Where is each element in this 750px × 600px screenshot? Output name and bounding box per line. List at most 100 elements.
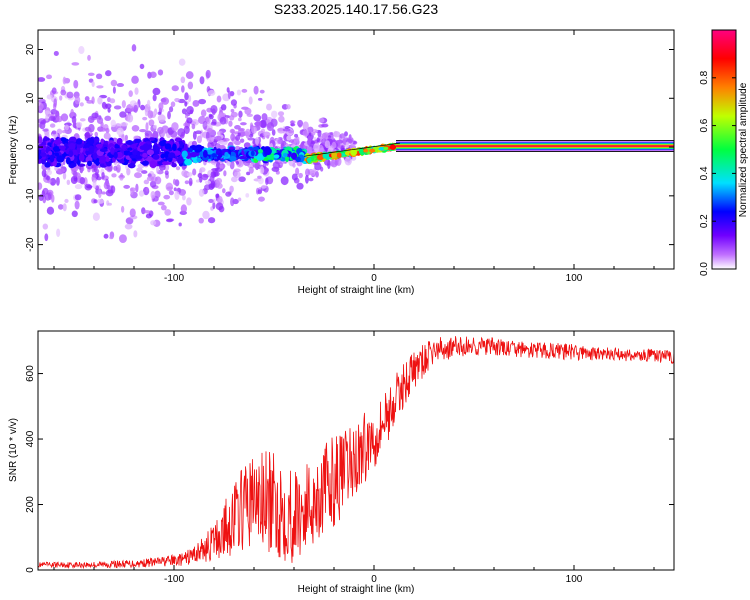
heatmap-cell (251, 126, 258, 134)
heatmap-cell (138, 190, 145, 197)
snr-panel: -100 0 100 0 200 400 600 Height of straight li… (8, 330, 675, 595)
heatmap-cell (322, 153, 330, 159)
heatmap-cell (277, 139, 284, 145)
y-tick-label: 0 (25, 567, 36, 573)
heatmap-cell (157, 201, 165, 206)
heatmap-cell (62, 203, 67, 212)
heatmap-cell (321, 132, 328, 139)
heatmap-cell (178, 222, 182, 227)
heatmap-cell (131, 44, 137, 52)
heatmap-cell (336, 152, 342, 158)
heatmap-cell (98, 189, 102, 199)
heatmap-cell (237, 132, 241, 137)
heatmap-cell (222, 188, 226, 194)
heatmap-cell (54, 152, 60, 157)
heatmap-cell (52, 160, 57, 167)
heatmap-cell (40, 152, 47, 157)
transition-contour (303, 142, 401, 157)
heatmap-cell (219, 163, 226, 169)
heatmap-cell (129, 208, 136, 218)
heatmap-cell (316, 154, 324, 161)
heatmap-cell (150, 220, 157, 226)
heatmap-cell (327, 147, 334, 152)
heatmap-cell (116, 83, 125, 88)
heatmap-cell (192, 99, 200, 107)
heatmap-cell (45, 169, 53, 176)
y-tick-label: 10 (25, 92, 36, 104)
heatmap-cell (186, 117, 193, 124)
heatmap-cell (327, 135, 332, 139)
heatmap-cell (62, 76, 67, 85)
heatmap-cell (59, 95, 63, 101)
heatmap-cell (280, 176, 289, 186)
heatmap-cell (74, 95, 81, 105)
heatmap-cell (38, 159, 42, 164)
heatmap-cell (41, 169, 47, 178)
heatmap-cell (238, 110, 243, 118)
heatmap-cell (143, 179, 150, 185)
heatmap-cell (103, 233, 109, 239)
heatmap-cell (184, 115, 189, 119)
heatmap-cell (216, 182, 223, 189)
heatmap-cell (184, 101, 188, 107)
heatmap-cell (139, 128, 147, 133)
heatmap-cell (265, 177, 269, 185)
heatmap-cell (235, 134, 241, 141)
colorbar-tick-label: 0.8 (699, 70, 710, 84)
heatmap-cell (72, 170, 78, 178)
heatmap-cell (46, 94, 53, 100)
heatmap-cell (110, 79, 118, 87)
colorbar-ticks: 0.0 0.2 0.4 0.6 0.8 (699, 70, 736, 276)
heatmap-cell (177, 156, 184, 164)
colorbar-label: Normalized spectral amplitude (738, 82, 749, 217)
heatmap-cell (182, 194, 186, 201)
heatmap-cell (129, 154, 137, 159)
heatmap-cell (60, 137, 67, 142)
heatmap-cell (111, 173, 117, 178)
heatmap-cell (84, 126, 91, 132)
heatmap-cell (75, 121, 83, 128)
heatmap-cell (216, 155, 221, 161)
heatmap-cell (161, 97, 170, 105)
heatmap-cell (282, 152, 288, 158)
heatmap-cell (333, 131, 341, 138)
heatmap-cell (345, 141, 350, 149)
heatmap-cell (302, 129, 310, 137)
heatmap-cell (105, 155, 110, 163)
heatmap-cell (121, 100, 126, 109)
heatmap-cell (229, 160, 235, 170)
heatmap-cell (216, 95, 222, 103)
heatmap-cell (210, 105, 218, 114)
heatmap-cell (267, 154, 276, 159)
heatmap-cell (307, 126, 314, 133)
heatmap-cell (208, 198, 214, 203)
heatmap-cell (42, 137, 51, 142)
heatmap-cell (165, 182, 174, 192)
heatmap-cell (52, 145, 61, 152)
heatmap-cell (49, 154, 55, 163)
heatmap-cell (207, 89, 216, 96)
heatmap-cell (171, 85, 179, 92)
heatmap-cell (146, 149, 154, 156)
heatmap-cell (142, 152, 148, 158)
heatmap-cell (261, 113, 268, 121)
heatmap-cell (195, 179, 200, 183)
heatmap-cell (70, 175, 78, 185)
heatmap-cell (246, 171, 251, 176)
heatmap-cell (105, 127, 110, 134)
heatmap-cell (74, 194, 82, 201)
heatmap-cell (76, 138, 83, 145)
heatmap-cell (141, 160, 150, 166)
heatmap-cell (147, 110, 154, 119)
heatmap-cell (230, 108, 235, 113)
heatmap-cell (101, 171, 105, 180)
heatmap-cell (271, 129, 276, 136)
heatmap-cell (159, 140, 166, 147)
heatmap-cell (161, 161, 170, 166)
heatmap-cell (154, 176, 162, 185)
heatmap-cell (286, 135, 292, 141)
heatmap-cell (155, 166, 160, 173)
heatmap-cell (49, 123, 56, 128)
heatmap-cell (164, 209, 172, 216)
